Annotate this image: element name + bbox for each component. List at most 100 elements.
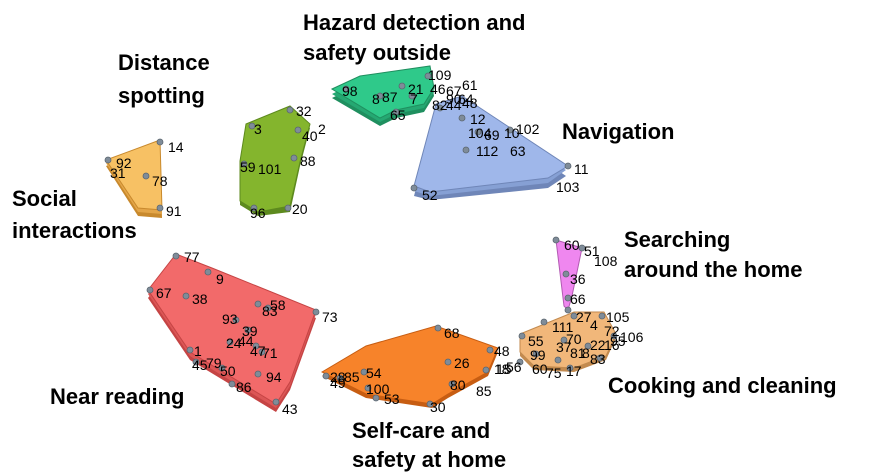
point-label: 109 bbox=[428, 67, 452, 83]
point-label: 56 bbox=[506, 359, 522, 375]
point-label: 3 bbox=[254, 121, 262, 137]
point-markers bbox=[104, 72, 618, 408]
point-label: 83 bbox=[590, 351, 606, 367]
point-label: 39 bbox=[242, 323, 258, 339]
point-label: 28 bbox=[330, 369, 346, 385]
cluster-title-selfcare-line2: safety at home bbox=[352, 447, 506, 472]
cluster-selfcare bbox=[320, 325, 499, 408]
cluster-title-searching-line1: Searching bbox=[624, 227, 730, 252]
point-label: 18 bbox=[494, 361, 510, 377]
point-label: 45 bbox=[192, 357, 208, 373]
point-labels: 109 61 21 46 67 7 87 98 82 90 64 65 8 44… bbox=[110, 67, 644, 417]
point-label: 106 bbox=[620, 329, 644, 345]
point-label: 50 bbox=[220, 363, 236, 379]
point-label: 95 bbox=[610, 333, 626, 349]
point-label: 12 bbox=[470, 111, 486, 127]
point-label: 1 bbox=[194, 343, 202, 359]
point-label: 8 bbox=[372, 91, 380, 107]
cluster-title-social-line2: interactions bbox=[12, 218, 137, 243]
point-label: 64 bbox=[458, 91, 474, 107]
point-label: 103 bbox=[556, 179, 580, 195]
point-label: 92 bbox=[116, 155, 132, 171]
point-label: 27 bbox=[576, 309, 592, 325]
point-label: 82 bbox=[432, 97, 448, 113]
point-label: 69 bbox=[484, 127, 500, 143]
point-label: 72 bbox=[604, 323, 620, 339]
point-label: 46 bbox=[430, 81, 446, 97]
point-label: 38 bbox=[192, 291, 208, 307]
point-label: 60 bbox=[564, 237, 580, 253]
cluster-navigation bbox=[413, 95, 569, 200]
point-label: 104 bbox=[468, 125, 492, 141]
point-label: 15 bbox=[496, 361, 512, 377]
point-label: 8 bbox=[582, 345, 590, 361]
point-label: 68 bbox=[444, 325, 460, 341]
point-label: 67 bbox=[446, 83, 462, 99]
cluster-title-distance-line1: Distance bbox=[118, 50, 210, 75]
point-label: 9 bbox=[216, 271, 224, 287]
cluster-title-searching-line2: around the home bbox=[624, 257, 802, 282]
point-label: 2 bbox=[318, 121, 326, 137]
point-label: 16 bbox=[604, 337, 620, 353]
point-label: 63 bbox=[510, 143, 526, 159]
point-label: 37 bbox=[556, 339, 572, 355]
point-label: 67 bbox=[156, 285, 172, 301]
point-label: 53 bbox=[384, 391, 400, 407]
point-label: 30 bbox=[430, 399, 446, 415]
point-label: 65 bbox=[390, 107, 406, 123]
point-label: 77 bbox=[184, 249, 200, 265]
point-label: 14 bbox=[168, 139, 184, 155]
point-label: 73 bbox=[322, 309, 338, 325]
point-label: 60 bbox=[532, 361, 548, 377]
cluster-title-distance-line2: spotting bbox=[118, 83, 205, 108]
cluster-title-social-line1: Social bbox=[12, 186, 77, 211]
point-label: 105 bbox=[606, 309, 630, 325]
point-label: 55 bbox=[528, 333, 544, 349]
point-label: 85 bbox=[476, 383, 492, 399]
point-label: 44 bbox=[446, 97, 462, 113]
cluster-title-selfcare-line1: Self-care and bbox=[352, 418, 490, 443]
point-label: 48 bbox=[462, 95, 478, 111]
cluster-hazard bbox=[330, 65, 435, 126]
point-label: 36 bbox=[570, 271, 586, 287]
point-label: 52 bbox=[422, 187, 438, 203]
point-label: 22 bbox=[590, 337, 606, 353]
point-label: 40 bbox=[302, 128, 318, 144]
point-label: 43 bbox=[282, 401, 298, 417]
point-label: 24 bbox=[226, 335, 242, 351]
point-label: 49 bbox=[330, 375, 346, 391]
point-label: 32 bbox=[296, 103, 312, 119]
point-label: 7 bbox=[410, 91, 418, 107]
point-label: 48 bbox=[494, 343, 510, 359]
point-label: 10 bbox=[504, 125, 520, 141]
cluster-titles: Hazard detection and safety outside Navi… bbox=[12, 10, 837, 472]
point-label: 59 bbox=[240, 159, 256, 175]
point-label: 101 bbox=[258, 161, 282, 177]
cluster-title-hazard-line2: safety outside bbox=[303, 40, 451, 65]
point-label: 79 bbox=[206, 355, 222, 371]
point-label: 102 bbox=[516, 121, 540, 137]
point-label: 58 bbox=[270, 297, 286, 313]
point-label: 31 bbox=[110, 165, 126, 181]
point-label: 86 bbox=[236, 379, 252, 395]
point-label: 11 bbox=[574, 161, 589, 177]
point-label: 4 bbox=[590, 317, 598, 333]
cluster-title-near-reading: Near reading bbox=[50, 384, 185, 409]
cluster-near-reading bbox=[147, 253, 317, 412]
cluster-title-cooking: Cooking and cleaning bbox=[608, 373, 837, 398]
point-label: 93 bbox=[222, 311, 238, 327]
point-label: 96 bbox=[250, 205, 266, 221]
point-label: 108 bbox=[594, 253, 618, 269]
point-label: 87 bbox=[382, 89, 398, 105]
point-label: 71 bbox=[262, 345, 278, 361]
point-label: 94 bbox=[266, 369, 282, 385]
point-label: 61 bbox=[462, 77, 478, 93]
point-label: 75 bbox=[546, 365, 562, 381]
point-label: 78 bbox=[152, 173, 168, 189]
point-label: 20 bbox=[292, 201, 308, 217]
point-label: 100 bbox=[366, 381, 390, 397]
point-label: 90 bbox=[446, 91, 462, 107]
cluster-cooking bbox=[519, 311, 617, 372]
point-label: 44 bbox=[238, 333, 254, 349]
